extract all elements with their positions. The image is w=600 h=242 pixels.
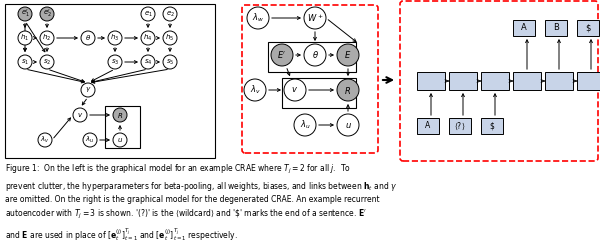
Circle shape [163, 55, 177, 69]
Text: $s_2$: $s_2$ [43, 57, 51, 67]
Circle shape [163, 31, 177, 45]
Text: B: B [553, 23, 559, 32]
Text: $s_5$: $s_5$ [166, 57, 174, 67]
Circle shape [18, 31, 32, 45]
Text: $e_1$: $e_1$ [143, 9, 152, 19]
Circle shape [163, 7, 177, 21]
FancyBboxPatch shape [545, 20, 567, 36]
Circle shape [40, 7, 54, 21]
Circle shape [294, 114, 316, 136]
Circle shape [141, 31, 155, 45]
Circle shape [18, 7, 32, 21]
Text: $\lambda_v$: $\lambda_v$ [250, 84, 260, 96]
Text: $\theta$: $\theta$ [85, 33, 91, 43]
Text: $\langle?\rangle$: $\langle?\rangle$ [454, 121, 466, 132]
Text: $\$$: $\$$ [584, 22, 592, 34]
Text: $\theta$: $\theta$ [311, 50, 319, 60]
Circle shape [271, 44, 293, 66]
FancyBboxPatch shape [449, 118, 471, 134]
Text: $u$: $u$ [117, 136, 123, 144]
Circle shape [244, 79, 266, 101]
Circle shape [304, 7, 326, 29]
Text: $s_4$: $s_4$ [144, 57, 152, 67]
Circle shape [108, 55, 122, 69]
Text: $v$: $v$ [77, 111, 83, 119]
Text: $s_1$: $s_1$ [21, 57, 29, 67]
Text: A: A [521, 23, 527, 32]
Text: $e_2$: $e_2$ [166, 9, 175, 19]
FancyBboxPatch shape [577, 72, 600, 90]
Circle shape [141, 7, 155, 21]
Circle shape [337, 114, 359, 136]
FancyBboxPatch shape [417, 72, 445, 90]
Text: $s_3$: $s_3$ [111, 57, 119, 67]
Text: $\lambda_v$: $\lambda_v$ [40, 135, 50, 145]
Text: $\gamma$: $\gamma$ [85, 85, 91, 94]
Text: $h_4$: $h_4$ [143, 33, 152, 43]
FancyBboxPatch shape [417, 118, 439, 134]
Text: $\lambda_u$: $\lambda_u$ [299, 119, 310, 131]
Circle shape [108, 31, 122, 45]
Circle shape [18, 55, 32, 69]
Circle shape [337, 44, 359, 66]
Text: $h_5$: $h_5$ [166, 33, 175, 43]
Circle shape [83, 133, 97, 147]
Text: $h_1$: $h_1$ [20, 33, 29, 43]
Circle shape [81, 83, 95, 97]
FancyBboxPatch shape [577, 20, 599, 36]
Circle shape [141, 55, 155, 69]
Text: $E'$: $E'$ [277, 50, 287, 60]
FancyBboxPatch shape [545, 72, 573, 90]
Text: $R$: $R$ [344, 84, 352, 96]
Text: A: A [425, 121, 431, 130]
Text: $R$: $R$ [117, 111, 123, 120]
Bar [5, 4, 215, 158]
Bar [282, 78, 356, 108]
Circle shape [38, 133, 52, 147]
Circle shape [247, 7, 269, 29]
Text: $\lambda_w$: $\lambda_w$ [252, 12, 264, 24]
Circle shape [113, 133, 127, 147]
Circle shape [40, 31, 54, 45]
Text: $e_1'$: $e_1'$ [20, 8, 29, 20]
Text: $u$: $u$ [344, 121, 352, 129]
Text: $\lambda_u$: $\lambda_u$ [85, 135, 95, 145]
Bar [268, 42, 356, 72]
Text: $\$$: $\$$ [489, 120, 495, 132]
Text: Figure 1:  On the left is the graphical model for an example CRAE where $T_j = 2: Figure 1: On the left is the graphical m… [5, 163, 397, 242]
Text: $h_2$: $h_2$ [43, 33, 52, 43]
Circle shape [113, 108, 127, 122]
Circle shape [81, 31, 95, 45]
FancyBboxPatch shape [449, 72, 477, 90]
Circle shape [304, 44, 326, 66]
Circle shape [73, 108, 87, 122]
Text: $v$: $v$ [292, 85, 299, 94]
Circle shape [337, 79, 359, 101]
Bar [105, 106, 140, 148]
FancyBboxPatch shape [513, 72, 541, 90]
Text: $W^+$: $W^+$ [307, 12, 323, 24]
Text: $h_3$: $h_3$ [110, 33, 119, 43]
FancyBboxPatch shape [481, 72, 509, 90]
Text: $E$: $E$ [344, 50, 352, 60]
Text: $e_2'$: $e_2'$ [43, 8, 52, 20]
FancyBboxPatch shape [481, 118, 503, 134]
Circle shape [40, 55, 54, 69]
FancyBboxPatch shape [513, 20, 535, 36]
Circle shape [284, 79, 306, 101]
